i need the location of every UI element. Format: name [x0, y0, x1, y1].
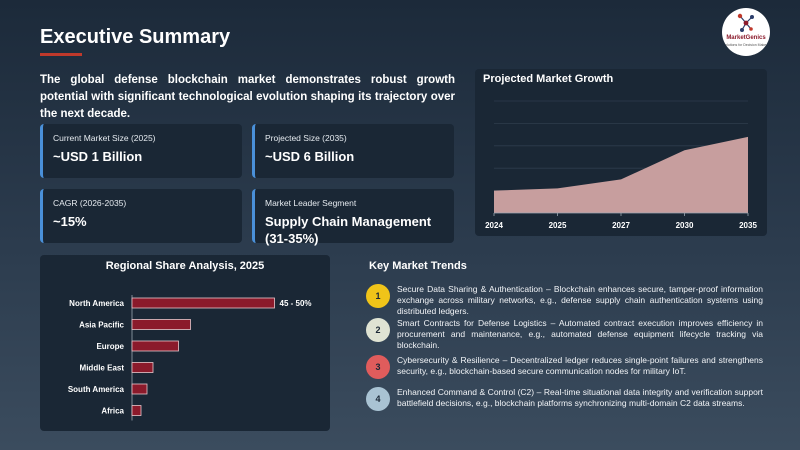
logo-name: MarketGenics — [726, 35, 766, 41]
growth-chart-title: Projected Market Growth — [483, 73, 614, 85]
bar-category-label: Middle East — [80, 364, 125, 373]
growth-chart: 2024 2025 2027 2030 2035 — [485, 100, 757, 230]
trend-text: Smart Contracts for Defense Logistics – … — [397, 318, 763, 350]
trend-number-badge: 2 — [366, 318, 390, 342]
bar — [131, 297, 275, 309]
stat-card-market-leader: Market Leader Segment Supply Chain Manag… — [252, 189, 454, 246]
stat-card-cagr: CAGR (2026-2035) ~15% — [40, 189, 242, 243]
bar-category-label: Africa — [101, 407, 124, 416]
bar-category-label: Asia Pacific — [79, 321, 124, 330]
bar — [131, 340, 179, 352]
x-tick-label: 2035 — [739, 221, 757, 230]
x-tick-label: 2027 — [612, 221, 630, 230]
stat-value: ~USD 1 Billion — [53, 149, 143, 164]
region-chart: North America 45 - 50% Asia Pacific Europe M… — [68, 295, 312, 421]
bar-data-label: 45 - 50% — [280, 299, 312, 308]
bar — [131, 383, 148, 395]
x-tick-label: 2025 — [549, 221, 567, 230]
growth-chart-panel: Projected Market Growth 2024 2025 2027 2030… — [475, 69, 767, 236]
bar — [131, 319, 191, 330]
growth-area — [494, 136, 748, 213]
trend-number-badge: 4 — [366, 387, 390, 411]
trends-title: Key Market Trends — [369, 260, 467, 272]
x-tick-label: 2030 — [676, 221, 694, 230]
intro-text: The global defense blockchain market dem… — [40, 74, 455, 120]
company-logo: MarketGenics Solutions for Decision Make… — [722, 8, 770, 56]
bar-category-label: South America — [68, 385, 125, 394]
bar-category-label: North America — [69, 299, 124, 308]
page-title: Executive Summary — [40, 26, 231, 48]
title-underline — [40, 53, 82, 56]
trend-number-badge: 1 — [366, 284, 390, 308]
stat-label: Current Market Size (2025) — [53, 133, 156, 143]
trend-text: Enhanced Command & Control (C2) – Real-t… — [397, 387, 763, 408]
trend-text: Cybersecurity & Resilience – Decentraliz… — [397, 355, 763, 376]
bar — [131, 362, 154, 373]
trend-text: Secure Data Sharing & Authentication – B… — [397, 284, 763, 316]
logo-tagline: Solutions for Decision Makers — [722, 43, 770, 47]
stat-value: ~USD 6 Billion — [265, 149, 355, 164]
stat-card-projected-size: Projected Size (2035) ~USD 6 Billion — [252, 124, 454, 178]
stat-label: Projected Size (2035) — [265, 133, 347, 143]
region-chart-panel: Regional Share Analysis, 2025 North Amer… — [40, 255, 330, 431]
stat-card-current-size: Current Market Size (2025) ~USD 1 Billio… — [40, 124, 242, 178]
bar-category-label: Europe — [96, 342, 124, 351]
stat-label: CAGR (2026-2035) — [53, 198, 127, 208]
network-icon — [737, 13, 754, 32]
region-chart-title: Regional Share Analysis, 2025 — [105, 260, 265, 272]
bar — [131, 405, 142, 416]
stat-value: ~15% — [53, 214, 87, 229]
stat-label: Market Leader Segment — [265, 198, 357, 208]
stat-value: Supply Chain Management (31-35%) — [265, 214, 432, 246]
trend-number-badge: 3 — [366, 355, 390, 379]
x-tick-label: 2024 — [485, 221, 503, 230]
